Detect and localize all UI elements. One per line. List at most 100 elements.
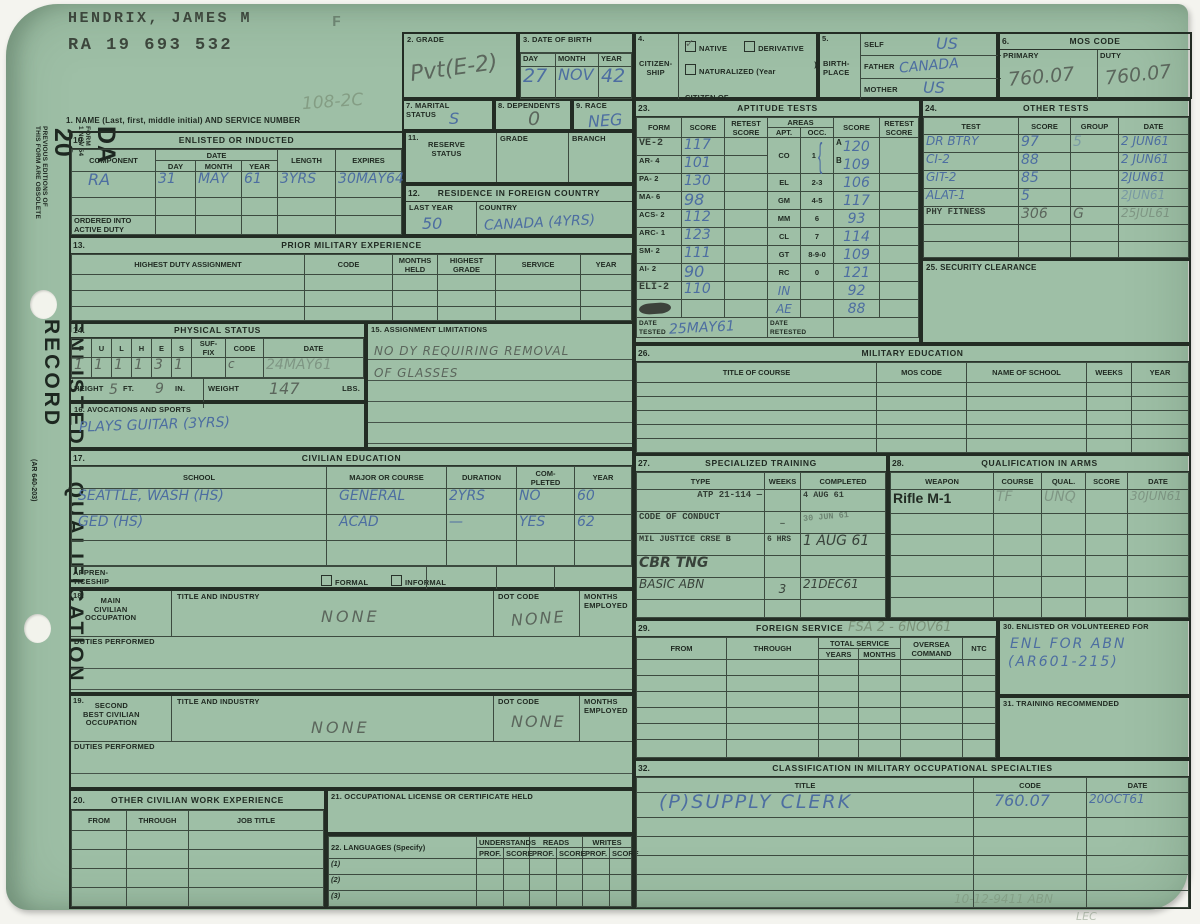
component-header: COMPONENT (71, 148, 156, 173)
box3-date-of-birth: 3. DATE OF BIRTH DAY MONTH YEAR 27 NOV 4… (518, 32, 634, 99)
duration-header: DURATION (446, 466, 517, 489)
box26-num: 26. (638, 348, 650, 358)
box22-languages: 22. LANGUAGES (Specify) UNDERSTANDS READ… (326, 834, 639, 909)
date-retested-label: DATE RETESTED (770, 320, 807, 337)
box1-label: 1. NAME (Last, first, middle initial) AN… (66, 116, 301, 125)
score-ma: 98 (684, 190, 705, 209)
box13-prior-military: 13. PRIOR MILITARY EXPERIENCE HIGHEST DUT… (69, 236, 634, 322)
box19-num: 19. (73, 696, 85, 705)
training-5-type: BASIC ABN (639, 577, 705, 591)
primary-mos-value: 760.07 (1007, 63, 1076, 91)
box13-title: PRIOR MILITARY EXPERIENCE (281, 240, 422, 250)
year-header: YEAR (240, 160, 279, 173)
area-co-occ: 1 (811, 151, 816, 160)
test-score-header: SCORE (1018, 117, 1071, 135)
volunteered-line1: ENL FOR ABN (1010, 636, 1127, 652)
year-header26: YEAR (1131, 362, 1189, 383)
training-5-date: 21DEC61 (803, 577, 859, 591)
height-in-value: 9 (155, 381, 164, 397)
arms-date-value: 30JUN61 (1130, 489, 1182, 503)
language-row-2: (2) (328, 874, 477, 891)
pulhes-u: U (91, 338, 112, 358)
country-value: CANADA (4YRS) (483, 212, 596, 234)
edu-school-1: SEATTLE, WASH (HS) (78, 488, 224, 504)
box25-label: 25. SECURITY CLEARANCE (926, 263, 1037, 272)
test-5-score: 306 (1021, 206, 1048, 222)
test-4-score: 5 (1021, 188, 1030, 204)
areas-header: AREAS (766, 117, 835, 128)
box18-duties-label: DUTIES PERFORMED (74, 637, 155, 646)
box18-label: MAIN CIVILIAN OCCUPATION (85, 596, 137, 623)
u-prof-header: PROF. (476, 847, 504, 859)
hda-header: HIGHEST DUTY ASSIGNMENT (71, 254, 305, 275)
physical-date-value: 24MAY61 (266, 357, 332, 373)
box29-num: 29. (638, 623, 650, 633)
native-checkbox: ✓ (685, 38, 696, 52)
area-cl-occ: 7 (799, 227, 835, 246)
box4-citizenship: 4. CITIZEN- SHIP ✓ NATIVE DERIVATIVE NATU… (634, 32, 818, 102)
typed-name: HENDRIX, JAMES M (68, 10, 253, 27)
retest-header: RETEST SCORE (724, 117, 768, 138)
type-header: TYPE (636, 472, 765, 490)
score-header: SCORE (681, 117, 725, 138)
r-prof-header: PROF. (529, 847, 558, 859)
mos-title-value: (P)SUPPLY CLERK (659, 791, 853, 813)
race-value: NEG (587, 109, 624, 132)
form-ve2: VE-2 (639, 138, 664, 149)
score-eli: 110 (684, 281, 711, 297)
pencil-note-108: 108-2C (301, 89, 364, 115)
box18-months-header: MONTHS EMPLOYED (584, 592, 628, 610)
ft-label: FT. (123, 384, 135, 393)
area-cl-score: 114 (843, 228, 870, 245)
co-b-score: 109 (843, 156, 870, 173)
dob-year: 42 (601, 65, 626, 87)
form-pa: PA- 2 (639, 174, 659, 183)
box4-label: CITIZEN- SHIP (639, 59, 673, 77)
year-header13: YEAR (580, 254, 632, 275)
writes-header: WRITES (582, 836, 632, 848)
weeks-header27: WEEKS (764, 472, 801, 490)
training-3-type: MIL JUSTICE CRSE B (639, 534, 731, 544)
test-2-date: 2 JUN61 (1121, 152, 1170, 166)
form-word: FORM (84, 126, 91, 146)
box6-num: 6. (1002, 36, 1010, 46)
last-year-value: 50 (422, 214, 443, 233)
formal-label: FORMAL (335, 578, 369, 587)
reserve-grade-header: GRADE (500, 134, 529, 143)
score-ve2: 117 (684, 137, 711, 153)
physical-code-value: c (228, 357, 235, 371)
box6-title: MOS CODE (1069, 36, 1121, 46)
box6-mos-code: 6. MOS CODE PRIMARY 760.07 DUTY 760.07 (998, 32, 1192, 100)
box19-dot-header: DOT CODE (498, 697, 540, 706)
training-2-type: CODE OF CONDUCT (639, 512, 721, 522)
oversea-header: OVERSEA COMMAND (900, 637, 964, 660)
ntc-header: NTC (962, 637, 996, 660)
volunteered-line2: (AR601-215) (1008, 654, 1119, 670)
language-row-1: (1) (328, 858, 477, 875)
w-score-header: SCORE (609, 847, 639, 859)
test-1-date: 2 JUN61 (1121, 134, 1170, 148)
training-2-weeks: — (780, 519, 785, 528)
foreign-service-pencil-note: FSA 2 - 6NOV61 (848, 620, 952, 635)
co-b-label: B (836, 155, 842, 165)
in-label: IN. (175, 384, 186, 393)
apprenticeship-label: APPREN- TICESHIP (73, 568, 110, 586)
area-cl: CL (767, 227, 801, 246)
box18-main-occupation: 18. MAIN CIVILIAN OCCUPATION TITLE AND I… (69, 589, 634, 694)
box26-military-education: 26. MILITARY EDUCATION TITLE OF COURSE MO… (634, 344, 1191, 454)
form-ar: AR- 4 (639, 156, 660, 165)
box18-dot-header: DOT CODE (498, 592, 540, 601)
box7-label: 7. MARITAL STATUS (406, 101, 450, 119)
test-1-name: DR BTRY (926, 134, 979, 148)
fs-months-header: MONTHS (857, 648, 902, 660)
suffix-header: SUF- FIX (191, 338, 226, 358)
job-title-header: JOB TITLE (188, 810, 324, 831)
brace-glyph: { (817, 136, 823, 175)
training-1-type: ATP 21-114 — (697, 490, 762, 500)
edu-year-2: 62 (577, 514, 595, 530)
box11-reserve-status: 11. RESERVE STATUS GRADE BRANCH (404, 131, 634, 184)
box19-label: SECOND BEST CIVILIAN OCCUPATION (83, 701, 140, 728)
avocations-value: PLAYS GUITAR (3YRS) (78, 414, 231, 436)
box9-race: 9. RACE NEG (572, 99, 634, 131)
box14-num: 14. (73, 325, 85, 335)
